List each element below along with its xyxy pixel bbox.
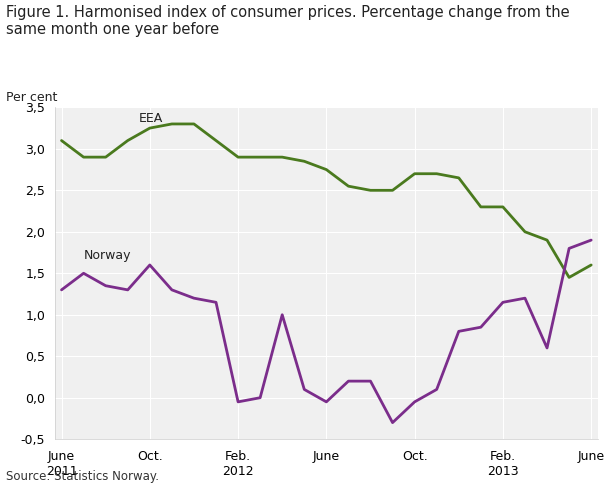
Text: Source: Statistics Norway.: Source: Statistics Norway. (6, 470, 159, 483)
Text: Figure 1. Harmonised index of consumer prices. Percentage change from the
same m: Figure 1. Harmonised index of consumer p… (6, 5, 570, 37)
Text: EEA: EEA (138, 112, 163, 125)
Text: Per cent: Per cent (6, 91, 57, 104)
Text: Norway: Norway (84, 249, 131, 262)
